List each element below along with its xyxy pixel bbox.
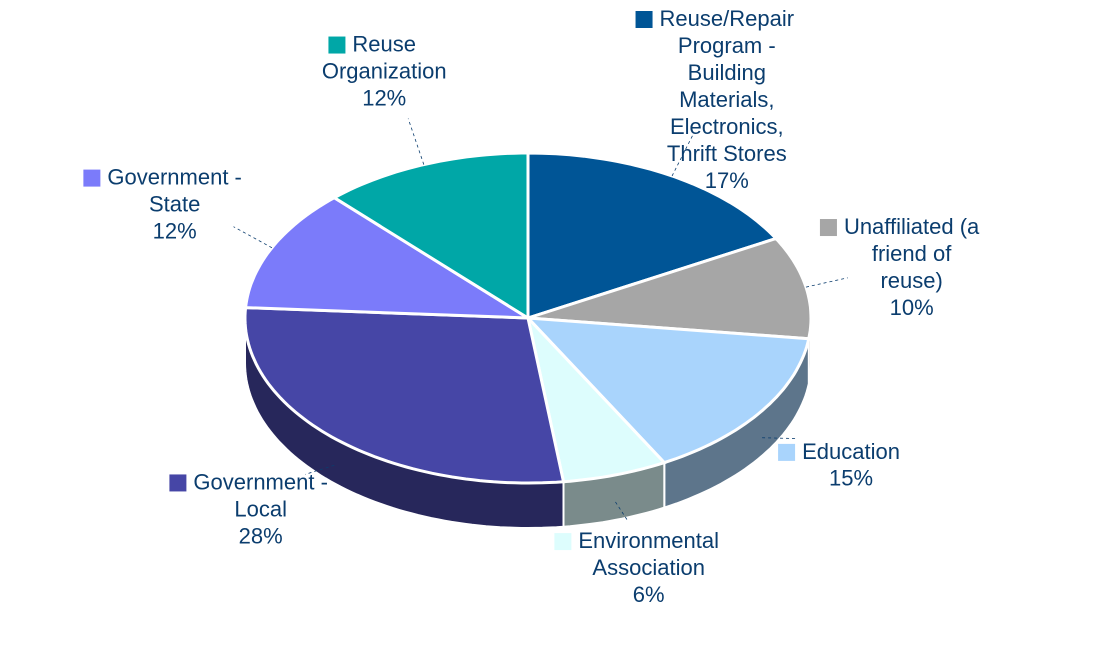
slice-value-label: 28%	[239, 523, 283, 548]
label-line: State	[149, 191, 200, 216]
slice-value-label: 12%	[153, 218, 197, 243]
leader-line	[233, 226, 273, 249]
label-line: Building	[688, 60, 766, 85]
slice-label: Reuse/Repair Program -Building Materials, E…	[660, 6, 795, 166]
label-line: Thrift Stores	[667, 141, 787, 166]
leader-line	[805, 277, 848, 288]
label-line: Local	[234, 496, 287, 521]
label-line: Unaffiliated (a	[844, 214, 980, 239]
label-line: Government -	[193, 469, 328, 494]
slice-value-label: 12%	[362, 85, 406, 110]
label-line: Organization	[322, 58, 447, 83]
legend-swatch	[635, 11, 653, 28]
slice-value-label: 17%	[705, 168, 749, 193]
leader-line	[305, 464, 335, 475]
slice-label: Government -State	[107, 164, 242, 216]
label-line: Education	[802, 439, 900, 464]
leader-line	[407, 118, 425, 165]
slice-value-label: 10%	[890, 295, 934, 320]
pie-slice	[243, 306, 566, 485]
label-line: Materials,	[679, 87, 774, 112]
label-line: Reuse/Repair	[660, 6, 795, 31]
slice-value-label: 6%	[633, 582, 665, 607]
slice-label: Unaffiliated (a friend of reuse)	[844, 214, 980, 293]
label-line: Association	[592, 555, 705, 580]
label-line: Electronics,	[670, 114, 784, 139]
legend-swatch	[819, 219, 837, 237]
label-line: Government -	[107, 164, 242, 189]
slice-label: Education	[802, 439, 900, 464]
label-line: Program -	[678, 33, 776, 58]
slice-label: Environmental Association	[578, 528, 719, 580]
legend-swatch	[778, 443, 796, 461]
pie-slice	[331, 151, 530, 321]
legend-swatch	[328, 36, 346, 54]
pie-slice	[524, 316, 811, 465]
leader-line	[671, 133, 695, 177]
slice-value-label: 15%	[829, 466, 873, 491]
label-line: Reuse	[352, 31, 416, 56]
label-line: Environmental	[578, 528, 719, 553]
legend-swatch	[554, 533, 572, 551]
label-line: friend of	[872, 241, 952, 266]
slice-label: Reuse Organization	[322, 31, 447, 83]
legend-swatch	[169, 474, 187, 492]
slice-label: Government -Local	[193, 469, 328, 521]
leader-line	[615, 501, 629, 523]
pie-slice	[525, 313, 668, 484]
pie-slice	[243, 195, 534, 320]
label-line: reuse)	[880, 268, 942, 293]
legend-swatch	[83, 169, 101, 187]
